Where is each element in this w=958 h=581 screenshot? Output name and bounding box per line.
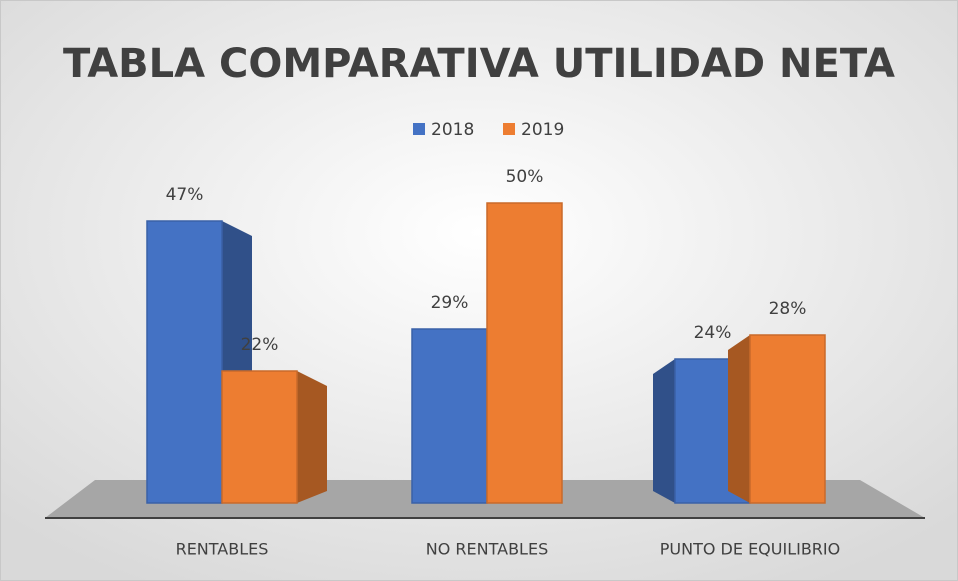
bar-side xyxy=(297,371,327,503)
value-label: 29% xyxy=(431,293,469,313)
bar xyxy=(486,202,563,504)
x-tick-label: RENTABLES xyxy=(176,540,269,559)
bar xyxy=(221,370,298,504)
value-label: 22% xyxy=(241,335,279,355)
legend-label: 2019 xyxy=(521,120,564,140)
bar-side xyxy=(728,335,750,503)
x-tick-label: NO RENTABLES xyxy=(426,540,548,559)
chart-title: TABLA COMPARATIVA UTILIDAD NETA xyxy=(63,41,895,87)
bar xyxy=(146,220,223,504)
legend-swatch xyxy=(413,123,425,135)
x-tick-label: PUNTO DE EQUILIBRIO xyxy=(660,540,840,559)
value-label: 24% xyxy=(694,323,732,343)
bar xyxy=(411,328,488,504)
legend-swatch xyxy=(503,123,515,135)
bar xyxy=(749,334,826,504)
legend-label: 2018 xyxy=(431,120,474,140)
bar-side xyxy=(653,359,675,503)
value-label: 28% xyxy=(769,299,807,319)
legend: 2018 2019 xyxy=(413,120,564,140)
value-label: 47% xyxy=(166,185,204,205)
value-label: 50% xyxy=(506,167,544,187)
